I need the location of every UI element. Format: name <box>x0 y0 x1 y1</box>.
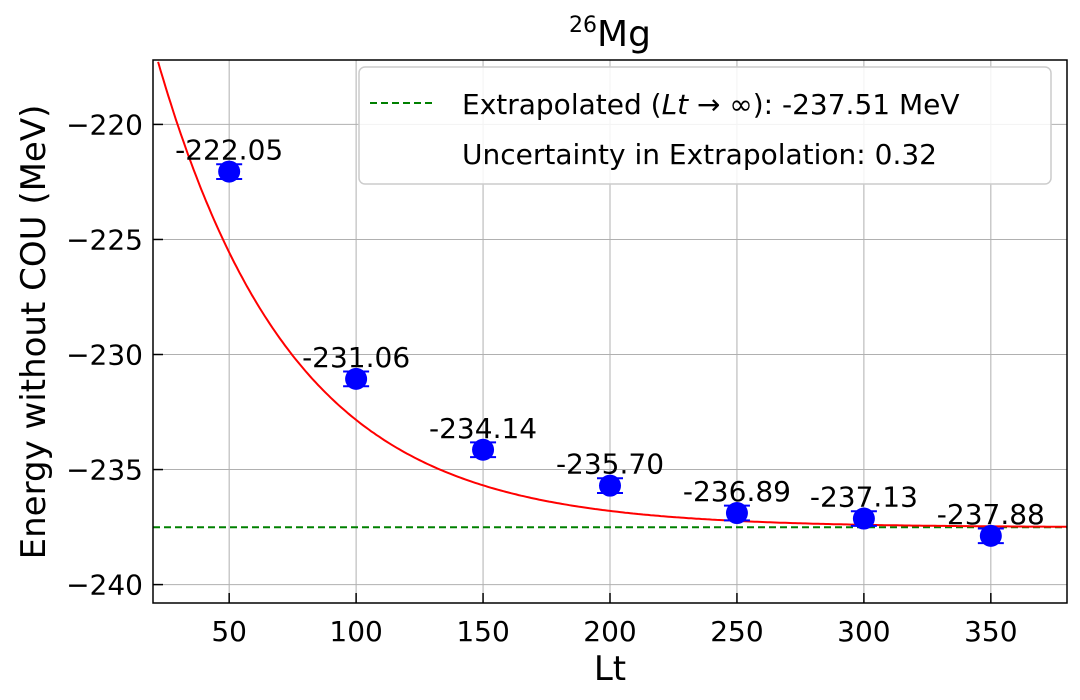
legend-entry1-math: Lt → ∞ <box>662 88 753 121</box>
legend: Extrapolated (Lt → ∞): -237.51 MeV Uncer… <box>358 66 1052 185</box>
title-superscript: 26 <box>569 13 597 38</box>
y-tick-label: −225 <box>66 223 143 256</box>
data-point <box>345 367 368 390</box>
x-axis-label: Lt <box>594 649 626 689</box>
data-label: -237.13 <box>810 481 918 514</box>
y-tick-label: −230 <box>66 339 143 372</box>
fit-curve <box>157 61 1067 528</box>
data-label: -237.88 <box>937 498 1045 531</box>
x-tick-label: 100 <box>329 615 382 648</box>
legend-entry1-prefix: Extrapolated ( <box>462 88 662 121</box>
legend-entry-uncertainty: Uncertainty in Extrapolation: 0.32 <box>462 138 937 171</box>
legend-entry-extrapolated: Extrapolated (Lt → ∞): -237.51 MeV <box>462 88 960 121</box>
x-tick-label: 350 <box>964 615 1017 648</box>
y-tick-label: −235 <box>66 454 143 487</box>
data-point <box>979 524 1002 547</box>
x-tick-label: 250 <box>710 615 763 648</box>
x-tick-label: 300 <box>837 615 890 648</box>
data-label: -231.06 <box>302 341 410 374</box>
title-main: Mg <box>597 14 651 55</box>
data-label: -236.89 <box>683 475 791 508</box>
data-point <box>852 507 875 530</box>
y-tick-label: −220 <box>66 108 143 141</box>
y-axis-label: Energy without COU (MeV) <box>14 105 54 560</box>
x-ticks: 50 100 150 200 250 300 350 <box>211 593 1018 648</box>
legend-box <box>358 66 1052 185</box>
data-point <box>218 160 241 183</box>
data-point <box>599 474 621 497</box>
y-ticks: −220 −225 −230 −235 −240 <box>66 108 163 602</box>
data-point <box>472 438 495 461</box>
legend-entry1-suffix: ): -237.51 MeV <box>753 88 960 121</box>
y-tick-label: −240 <box>66 569 143 602</box>
data-points: -222.05 -231.06 -234.14 -235.70 -236.89 -237.… <box>175 134 1045 547</box>
chart-title: 26Mg <box>569 13 651 55</box>
x-tick-label: 50 <box>211 615 247 648</box>
data-label: -235.70 <box>556 448 664 481</box>
data-label: -234.14 <box>429 412 537 445</box>
x-tick-label: 150 <box>456 615 509 648</box>
data-label: -222.05 <box>175 134 283 167</box>
x-tick-label: 200 <box>583 615 636 648</box>
plot-frame <box>152 59 1068 604</box>
data-point <box>725 502 748 525</box>
